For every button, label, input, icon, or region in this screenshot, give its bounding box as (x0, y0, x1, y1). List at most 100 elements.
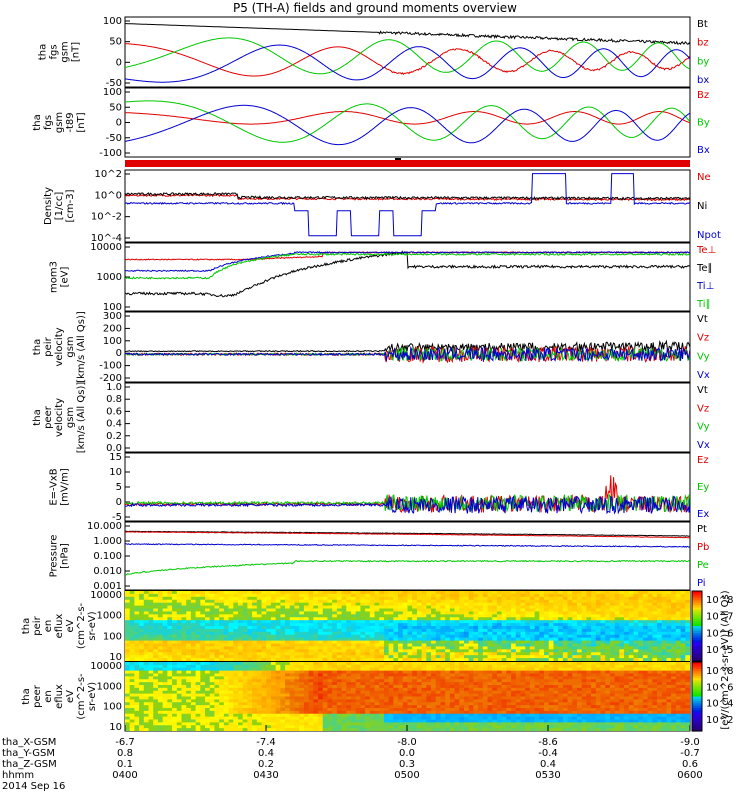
heatmap-cell (190, 634, 197, 639)
heatmap-cell (195, 662, 201, 666)
heatmap-cell (407, 679, 413, 683)
heatmap-cell (139, 658, 145, 661)
heatmap-cell (647, 643, 653, 648)
heatmap-cell (614, 655, 620, 659)
heatmap-cell (374, 676, 380, 680)
heatmap-cell (544, 640, 550, 645)
heatmap-cell (223, 617, 230, 621)
heatmap-cell (577, 620, 583, 624)
heatmap-cell (195, 725, 201, 729)
heatmap-cell (256, 658, 263, 661)
heatmap-cell (464, 710, 470, 715)
heatmap-cell (501, 599, 507, 604)
heatmap-cell (223, 705, 230, 709)
heatmap-cell (398, 640, 404, 645)
heatmap-cell (685, 646, 690, 650)
heatmap-cell (313, 673, 319, 677)
heatmap-cell (167, 664, 173, 669)
heatmap-cell (638, 623, 644, 627)
heatmap-cell (308, 591, 314, 595)
heatmap-cell (388, 713, 394, 718)
heatmap-cell (487, 673, 493, 677)
heatmap-cell (162, 640, 168, 645)
heatmap-cell (609, 628, 616, 633)
heatmap-cell (591, 620, 597, 624)
heatmap-cell (172, 620, 178, 624)
heatmap-cell (275, 658, 281, 661)
heatmap-cell (398, 658, 404, 661)
y-label-line: sr-eV) (87, 611, 98, 640)
heatmap-cell (506, 646, 512, 650)
y-tick-label: 0.100 (93, 551, 122, 562)
heatmap-cell (261, 628, 267, 633)
heatmap-cell (256, 605, 263, 610)
heatmap-cell (388, 643, 394, 648)
heatmap-cell (379, 655, 385, 659)
heatmap-cell (209, 710, 216, 715)
heatmap-cell (553, 646, 559, 650)
heatmap-cell (162, 596, 168, 601)
heatmap-cell (214, 591, 220, 595)
heatmap-cell (402, 593, 409, 598)
heatmap-cell (440, 676, 446, 680)
heatmap-cell (360, 690, 366, 695)
heatmap-cell (247, 652, 253, 656)
heatmap-cell (449, 705, 456, 709)
heatmap-cell (186, 646, 192, 650)
heatmap-cell (360, 728, 366, 731)
heatmap-cell (219, 719, 225, 723)
heatmap-cell (275, 667, 281, 672)
heatmap-cell (468, 649, 475, 653)
heatmap-cell (402, 643, 409, 648)
heatmap-cell (360, 679, 366, 683)
heatmap-cell (266, 623, 272, 627)
heatmap-cell (233, 722, 239, 726)
heatmap-cell (167, 593, 173, 598)
heatmap-cell (351, 617, 357, 621)
heatmap-cell (214, 658, 220, 661)
heatmap-cell (525, 614, 531, 618)
heatmap-cell (143, 623, 150, 627)
heatmap-cell (459, 708, 465, 712)
heatmap-cell (562, 649, 569, 653)
heatmap-cell (416, 620, 423, 624)
heatmap-cell (200, 685, 206, 689)
y-tick-label: 0.6 (106, 406, 122, 417)
heatmap-cell (214, 620, 220, 624)
heatmap-cell (162, 611, 168, 615)
heatmap-cell (129, 696, 136, 700)
heatmap-cell (473, 608, 479, 613)
heatmap-cell (534, 626, 540, 630)
heatmap-cell (219, 662, 225, 666)
heatmap-cell (209, 620, 216, 624)
heatmap-cell (125, 605, 131, 610)
heatmap-cell (431, 602, 437, 607)
heatmap-cell (468, 679, 475, 683)
heatmap-cell (511, 652, 517, 656)
heatmap-cell (205, 643, 211, 648)
heatmap-cell (355, 702, 362, 706)
heatmap-cell (496, 631, 503, 636)
heatmap-cell (346, 716, 352, 721)
heatmap-cell (685, 611, 690, 615)
heatmap-cell (205, 655, 211, 659)
heatmap-cell (529, 640, 536, 645)
heatmap-cell (247, 699, 253, 703)
heatmap-cell (374, 685, 380, 689)
heatmap-cell (534, 628, 540, 633)
heatmap-cell (261, 599, 267, 604)
heatmap-cell (346, 708, 352, 712)
heatmap-cell (464, 655, 470, 659)
heatmap-cell (289, 667, 296, 672)
heatmap-cell (275, 702, 281, 706)
heatmap-cell (134, 696, 140, 700)
heatmap-cell (205, 708, 211, 712)
heatmap-cell (402, 605, 409, 610)
heatmap-cell (143, 676, 150, 680)
heatmap-cell (139, 605, 145, 610)
heatmap-cell (346, 623, 352, 627)
legend-Pt: Pt (697, 524, 707, 535)
heatmap-cell (478, 620, 484, 624)
heatmap-cell (242, 626, 249, 630)
heatmap-cell (256, 682, 263, 686)
